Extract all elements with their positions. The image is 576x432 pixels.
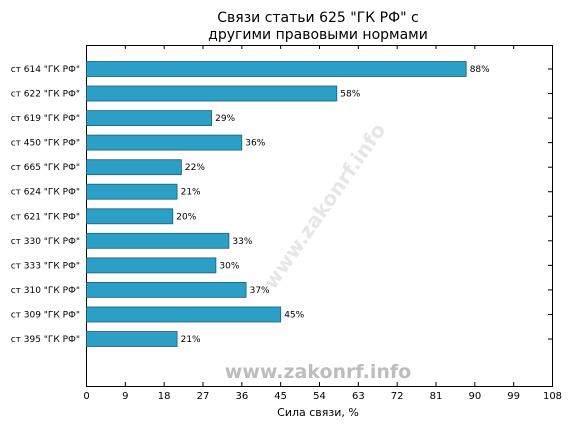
category-label: ст 621 "ГК РФ" (11, 212, 80, 222)
data-label: 37% (250, 286, 270, 296)
category-labels: ст 614 "ГК РФ" ст 622 "ГК РФ" ст 619 "ГК Р… (11, 65, 80, 345)
data-label: 29% (215, 114, 235, 124)
bar (86, 159, 182, 176)
watermark-diagonal: www.zakonrf.info (258, 119, 390, 294)
x-tick-label: 72 (391, 391, 404, 402)
category-label: ст 622 "ГК РФ" (11, 90, 80, 100)
bar (86, 257, 217, 274)
bar (86, 306, 282, 323)
x-tick-label: 81 (430, 391, 443, 402)
x-tick-label: 27 (197, 391, 210, 402)
data-label: 20% (176, 212, 196, 222)
chart-title-line-2: другими правовыми нормами (208, 27, 428, 43)
data-label: 21% (181, 188, 201, 198)
category-label: ст 450 "ГК РФ" (11, 139, 80, 149)
chart-title-line-1: Связи статьи 625 "ГК РФ" с (217, 10, 418, 26)
bar (86, 134, 243, 151)
bar (86, 61, 467, 77)
data-label: 36% (245, 139, 265, 149)
data-label: 58% (340, 90, 360, 100)
bar (86, 183, 178, 200)
x-tick-label: 54 (313, 391, 326, 402)
category-label: ст 333 "ГК РФ" (11, 261, 80, 271)
data-label: 88% (470, 65, 490, 75)
bar (86, 85, 338, 102)
category-label: ст 395 "ГК РФ" (11, 335, 80, 345)
x-tick-label: 0 (83, 391, 89, 402)
x-tick-label: 45 (274, 391, 287, 402)
category-label: ст 309 "ГК РФ" (11, 311, 80, 321)
category-label: ст 624 "ГК РФ" (11, 188, 80, 198)
bar (86, 281, 247, 298)
category-label: ст 665 "ГК РФ" (11, 163, 80, 173)
bar (86, 232, 230, 249)
data-label: 22% (185, 163, 205, 173)
watermark: www.zakonrf.info (225, 361, 411, 383)
category-label: ст 310 "ГК РФ" (11, 286, 80, 296)
chart-title: Связи статьи 625 "ГК РФ" с другими право… (208, 10, 428, 43)
data-label: 33% (232, 237, 252, 247)
category-label: ст 330 "ГК РФ" (11, 237, 80, 247)
x-tick-label: 63 (352, 391, 365, 402)
category-label: ст 614 "ГК РФ" (11, 65, 80, 75)
x-axis-title: Сила связи, % (277, 406, 359, 419)
x-tick-label: 90 (468, 391, 481, 402)
bar (86, 331, 178, 347)
x-tick-label: 99 (507, 391, 520, 402)
data-label: 30% (219, 261, 239, 271)
data-labels: 88% 58% 29% 36% 22% 21% 20% 33% 30% 37% 45% 21% (176, 65, 490, 345)
bar (86, 208, 174, 225)
data-label: 21% (181, 335, 201, 345)
x-tick-label: 9 (122, 391, 128, 402)
bars (86, 61, 467, 347)
category-label: ст 619 "ГК РФ" (11, 114, 80, 124)
x-tick-labels: 0 9 18 27 36 45 54 63 72 81 90 99 108 (83, 391, 562, 402)
bar (86, 110, 212, 126)
x-tick-label: 36 (235, 391, 248, 402)
data-label: 45% (284, 311, 304, 321)
x-tick-label: 18 (158, 391, 171, 402)
x-tick-label: 108 (543, 391, 562, 402)
